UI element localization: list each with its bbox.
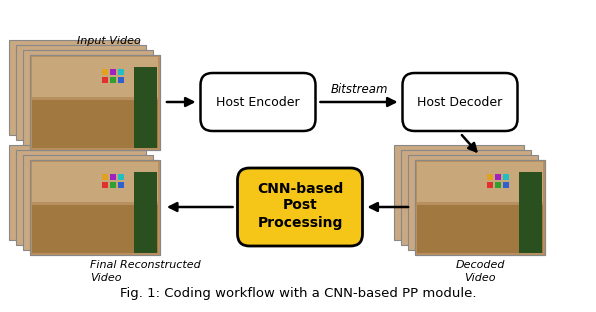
Bar — [134, 172, 157, 252]
Bar — [519, 172, 542, 252]
Bar — [502, 182, 508, 188]
Bar — [101, 182, 107, 188]
Bar — [117, 69, 123, 75]
Bar — [117, 77, 123, 83]
Bar — [32, 56, 158, 97]
Bar — [30, 159, 160, 255]
Bar — [101, 69, 107, 75]
Bar — [117, 174, 123, 180]
Bar — [32, 162, 158, 202]
FancyBboxPatch shape — [402, 73, 517, 131]
Text: CNN-based: CNN-based — [257, 182, 343, 196]
Text: Fig. 1: Coding workflow with a CNN-based PP module.: Fig. 1: Coding workflow with a CNN-based… — [120, 287, 476, 300]
Bar — [110, 77, 116, 83]
Bar — [101, 77, 107, 83]
Bar — [30, 55, 160, 149]
Bar — [23, 154, 153, 250]
Bar — [32, 205, 158, 252]
Bar — [134, 67, 157, 148]
Bar — [32, 100, 158, 148]
Text: Host Decoder: Host Decoder — [417, 95, 502, 109]
Bar — [417, 162, 543, 202]
FancyBboxPatch shape — [237, 168, 362, 246]
Bar — [417, 205, 543, 252]
Bar — [101, 174, 107, 180]
Bar — [110, 69, 116, 75]
Text: Processing: Processing — [257, 216, 343, 230]
Bar — [30, 159, 160, 255]
Bar — [408, 154, 538, 250]
Bar — [30, 55, 160, 149]
Bar — [486, 182, 492, 188]
Bar — [16, 45, 146, 139]
Bar — [495, 182, 501, 188]
Bar — [16, 149, 146, 245]
Bar — [9, 144, 139, 240]
Bar — [495, 174, 501, 180]
FancyBboxPatch shape — [200, 73, 315, 131]
Bar — [110, 182, 116, 188]
Bar — [9, 40, 139, 134]
Text: Final Reconstructed
Video: Final Reconstructed Video — [90, 261, 201, 283]
Bar — [394, 144, 524, 240]
Text: Host Encoder: Host Encoder — [216, 95, 300, 109]
Text: Bitstream: Bitstream — [330, 83, 388, 96]
Bar — [415, 159, 545, 255]
Bar — [502, 174, 508, 180]
Bar — [23, 50, 153, 144]
Bar — [117, 182, 123, 188]
Bar — [486, 174, 492, 180]
Bar — [415, 159, 545, 255]
Text: Decoded
Video: Decoded Video — [455, 261, 505, 283]
Text: Post: Post — [283, 198, 318, 212]
Bar — [110, 174, 116, 180]
Bar — [401, 149, 531, 245]
Text: Input Video: Input Video — [77, 37, 141, 46]
